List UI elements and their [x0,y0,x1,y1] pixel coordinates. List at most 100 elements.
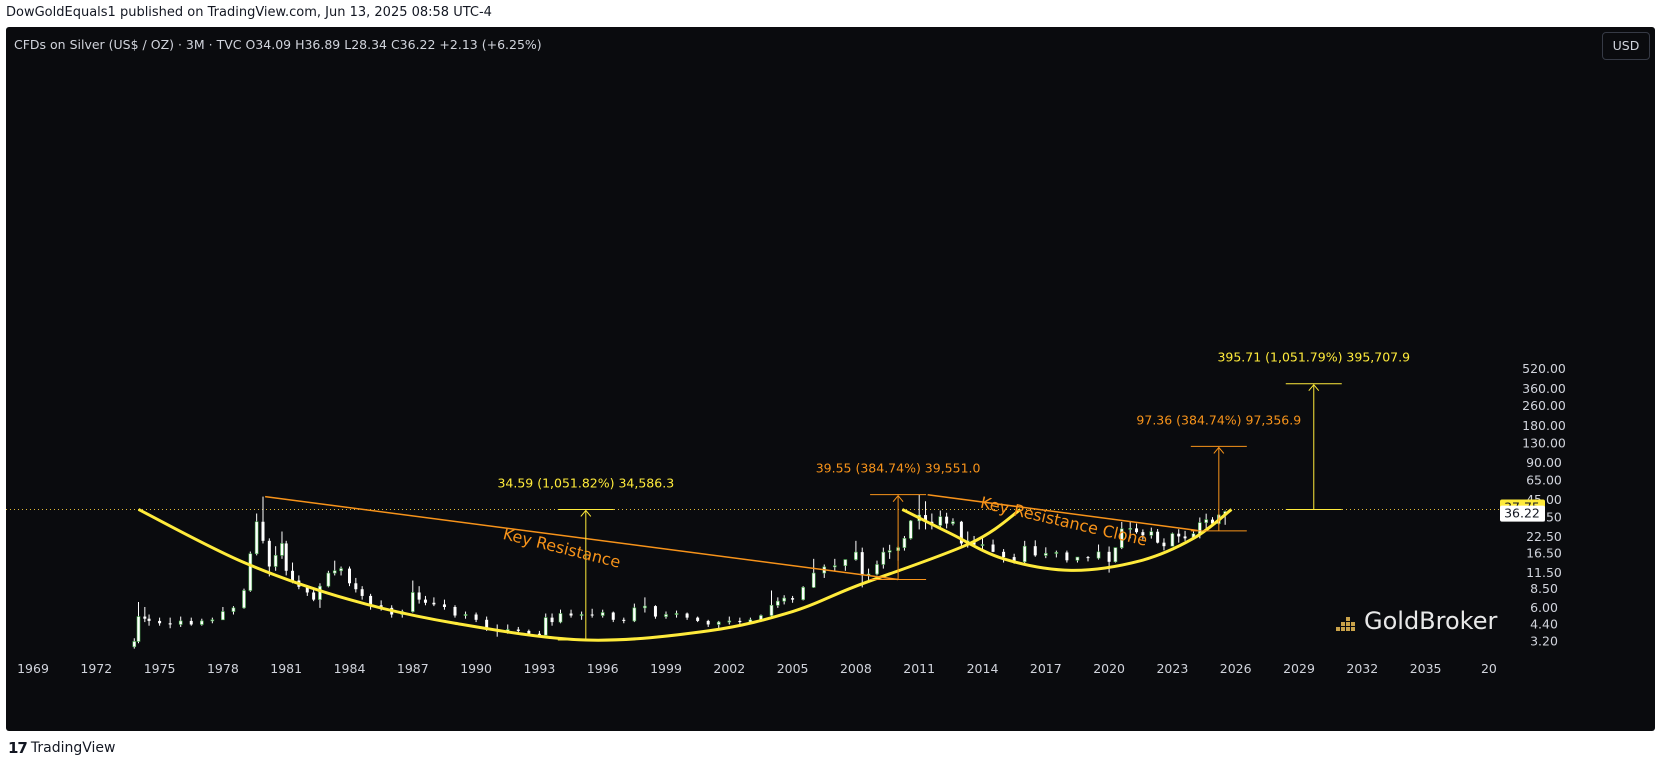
x-tick-label: 2020 [1093,661,1125,676]
candle-down [305,586,309,593]
candle-down [622,619,626,621]
candle-up [908,520,913,539]
candle-up [854,551,858,560]
candle-up [248,553,253,591]
x-tick-label: 2029 [1283,661,1315,676]
candle-up [674,613,679,615]
candle-down [1002,551,1006,558]
x-tick-label: 2026 [1220,661,1252,676]
candle-up [632,607,637,622]
candle-up [716,621,721,625]
x-tick-label: 1972 [80,661,112,676]
candle-up [1170,533,1175,547]
tradingview-logo-icon: 17 [8,739,28,757]
candle-up [1113,547,1118,563]
bottom-bar [0,733,1661,763]
candle-up [1054,552,1059,554]
y-tick-label: 260.00 [1522,398,1566,413]
x-tick-label: 2011 [903,661,935,676]
candle-up [1075,556,1080,561]
measure-arrow-head [1213,446,1225,454]
candle-up [242,590,246,609]
candle-up [887,550,892,553]
price-badge [1500,505,1545,522]
candle-down [550,617,554,623]
cup-curve-1 [137,508,1022,642]
candle-down [158,620,162,624]
candle-down [442,604,446,607]
candle-down [653,606,657,617]
symbol-legend: CFDs on Silver (US$ / OZ) · 3M · TVC O34… [14,37,542,52]
candle-up [832,565,837,568]
goldbroker-watermark: GoldBroker [1336,607,1497,635]
chart-svg[interactable]: 1969 1972 1975 1978 1981 1984 1987 1990 1993 1996… [6,27,1655,731]
x-tick-label: 1981 [270,661,302,676]
candle-up [776,600,780,606]
candle-down [527,630,531,634]
x-tick-label: 1996 [587,661,619,676]
candle-up [1119,528,1124,548]
x-tick-label: 2032 [1346,661,1378,676]
candle-down [1065,552,1069,561]
candle-up [938,516,943,526]
candle-down [924,515,928,522]
candle-up [132,641,137,648]
x-tick-label: 1993 [523,661,555,676]
top-bar: DowGoldEquals1 published on TradingView.… [0,0,1661,27]
candle-down [267,540,271,567]
x-tick-label: 2023 [1156,661,1188,676]
measure-arrow-head [892,494,904,502]
candle-down [537,633,541,636]
price-badge-label: 36.22 [1504,506,1540,521]
y-tick-label: 22.50 [1526,529,1562,544]
candle-up [254,521,259,555]
candle-down [143,616,147,619]
x-tick-label: 1975 [144,661,176,676]
x-tick-label: 1969 [17,661,49,676]
candle-up [881,551,886,565]
candle-up [600,612,605,616]
candle-up [782,597,786,602]
candle-down [485,619,489,630]
candle-down [1210,519,1214,524]
x-tick-label: 2017 [1030,661,1062,676]
candle-down [1135,528,1139,533]
y-tick-label: 360.00 [1522,381,1566,396]
candle-down [1033,546,1037,556]
candle-up [843,559,848,566]
candle-down [1141,532,1145,536]
measure-label: 97.36 (384.74%) 97,356.9 [1136,412,1301,427]
x-tick-label: 2014 [967,661,999,676]
currency-button[interactable]: USD [1602,32,1650,60]
candle-up [1022,545,1027,563]
candle-down [453,606,457,616]
candle-down [696,617,700,621]
x-tick-label: 2002 [713,661,745,676]
y-tick-label: 16.50 [1526,546,1562,561]
measure-arrow-head [1308,383,1320,392]
candle-up [339,568,343,572]
cup-curve-2 [901,508,1233,572]
y-tick-label: 6.00 [1530,600,1558,615]
candle-down [991,544,995,552]
candle-down [738,620,742,623]
candle-down [685,613,689,618]
y-tick-label: 4.40 [1530,616,1558,631]
candle-up [643,605,647,609]
candle-down [590,614,594,616]
measure-label: 395.71 (1,051.79%) 395,707.9 [1217,350,1410,365]
candle-up [579,614,584,616]
candle-down [360,589,364,596]
x-tick-label: 1990 [460,661,492,676]
chart-area[interactable]: 1969 1972 1975 1978 1981 1984 1987 1990 1993 1996… [6,27,1655,731]
candle-down [860,552,864,576]
candle-up [178,620,183,625]
candle-down [959,521,963,544]
candle-down [348,568,351,584]
x-tick-label: 2008 [840,661,872,676]
candle-down [569,613,573,616]
tradingview-brand[interactable]: 17 TradingView [8,739,115,757]
y-tick-label: 8.50 [1530,581,1558,596]
candle-down [291,570,295,581]
candle-up [558,613,563,623]
